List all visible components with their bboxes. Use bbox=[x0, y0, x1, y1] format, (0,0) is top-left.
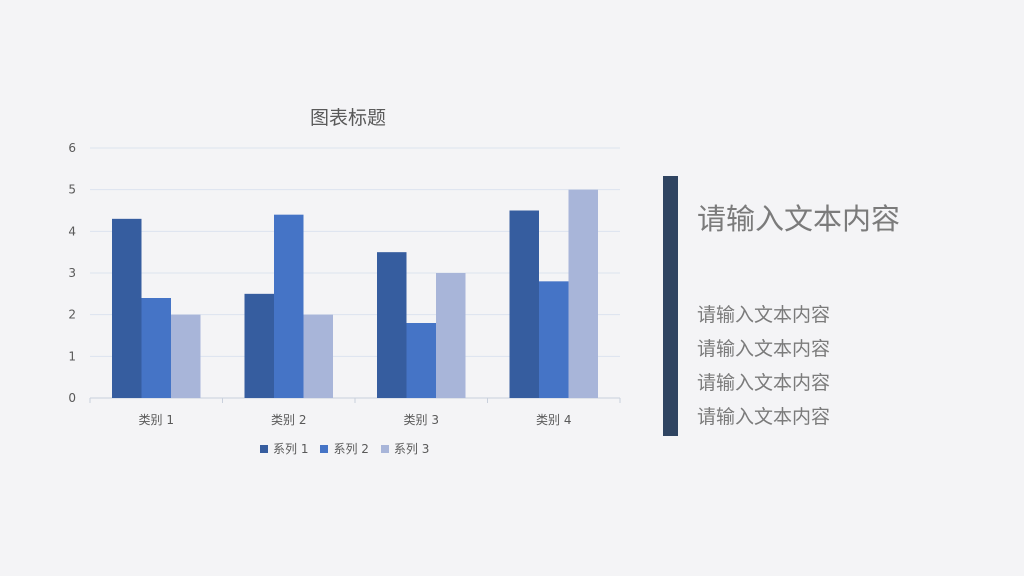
y-tick-label: 2 bbox=[68, 308, 76, 322]
accent-divider-bar bbox=[663, 176, 678, 436]
x-tick-label: 类别 2 bbox=[271, 413, 306, 427]
legend-item-series-3: 系列 3 bbox=[380, 440, 430, 457]
legend-label-series-3: 系列 3 bbox=[393, 442, 430, 456]
y-tick-label: 6 bbox=[68, 141, 76, 155]
y-tick-label: 1 bbox=[68, 349, 76, 363]
text-line-1[interactable]: 请输入文本内容 bbox=[697, 304, 831, 326]
x-tick-label: 类别 1 bbox=[139, 413, 174, 427]
text-heading[interactable]: 请输入文本内容 bbox=[697, 202, 901, 236]
x-tick-label: 类别 3 bbox=[404, 413, 439, 427]
legend-item-series-2: 系列 2 bbox=[320, 440, 369, 457]
bar-3-3 bbox=[436, 273, 466, 398]
y-tick-label: 0 bbox=[68, 391, 76, 405]
chart-legend: 系列 1 系列 2 系列 3 bbox=[260, 440, 429, 457]
legend-swatch-series-1 bbox=[260, 444, 268, 453]
legend-swatch-series-3 bbox=[380, 444, 389, 453]
text-line-4[interactable]: 请输入文本内容 bbox=[697, 406, 831, 428]
text-line-2[interactable]: 请输入文本内容 bbox=[697, 338, 831, 360]
chart-title: 图表标题 bbox=[309, 107, 386, 129]
y-tick-label: 4 bbox=[68, 224, 76, 238]
bar-2-1 bbox=[141, 298, 171, 398]
bar-1-4 bbox=[509, 210, 539, 398]
bar-2-4 bbox=[539, 281, 569, 398]
x-tick-label: 类别 4 bbox=[536, 413, 571, 427]
bar-1-3 bbox=[377, 252, 407, 398]
legend-label-series-2: 系列 2 bbox=[333, 442, 369, 456]
bar-3-1 bbox=[171, 314, 201, 398]
bar-2-3 bbox=[406, 323, 436, 398]
y-tick-label: 3 bbox=[68, 266, 76, 280]
bar-chart: 0 1 2 3 4 5 6 类别 1 类别 2 类别 3 类别 4 bbox=[68, 141, 621, 427]
bar-3-4 bbox=[568, 189, 598, 398]
y-tick-label: 5 bbox=[68, 183, 76, 197]
legend-swatch-series-2 bbox=[320, 444, 329, 453]
legend-item-series-1: 系列 1 bbox=[260, 440, 308, 457]
bar-2-2 bbox=[274, 214, 304, 398]
bar-1-2 bbox=[244, 293, 274, 398]
legend-label-series-1: 系列 1 bbox=[273, 442, 309, 456]
bar-1-1 bbox=[112, 218, 142, 398]
text-lines: 请输入文本内容 请输入文本内容 请输入文本内容 请输入文本内容 bbox=[697, 298, 830, 434]
bar-3-2 bbox=[303, 314, 333, 398]
text-line-3[interactable]: 请输入文本内容 bbox=[697, 372, 831, 394]
